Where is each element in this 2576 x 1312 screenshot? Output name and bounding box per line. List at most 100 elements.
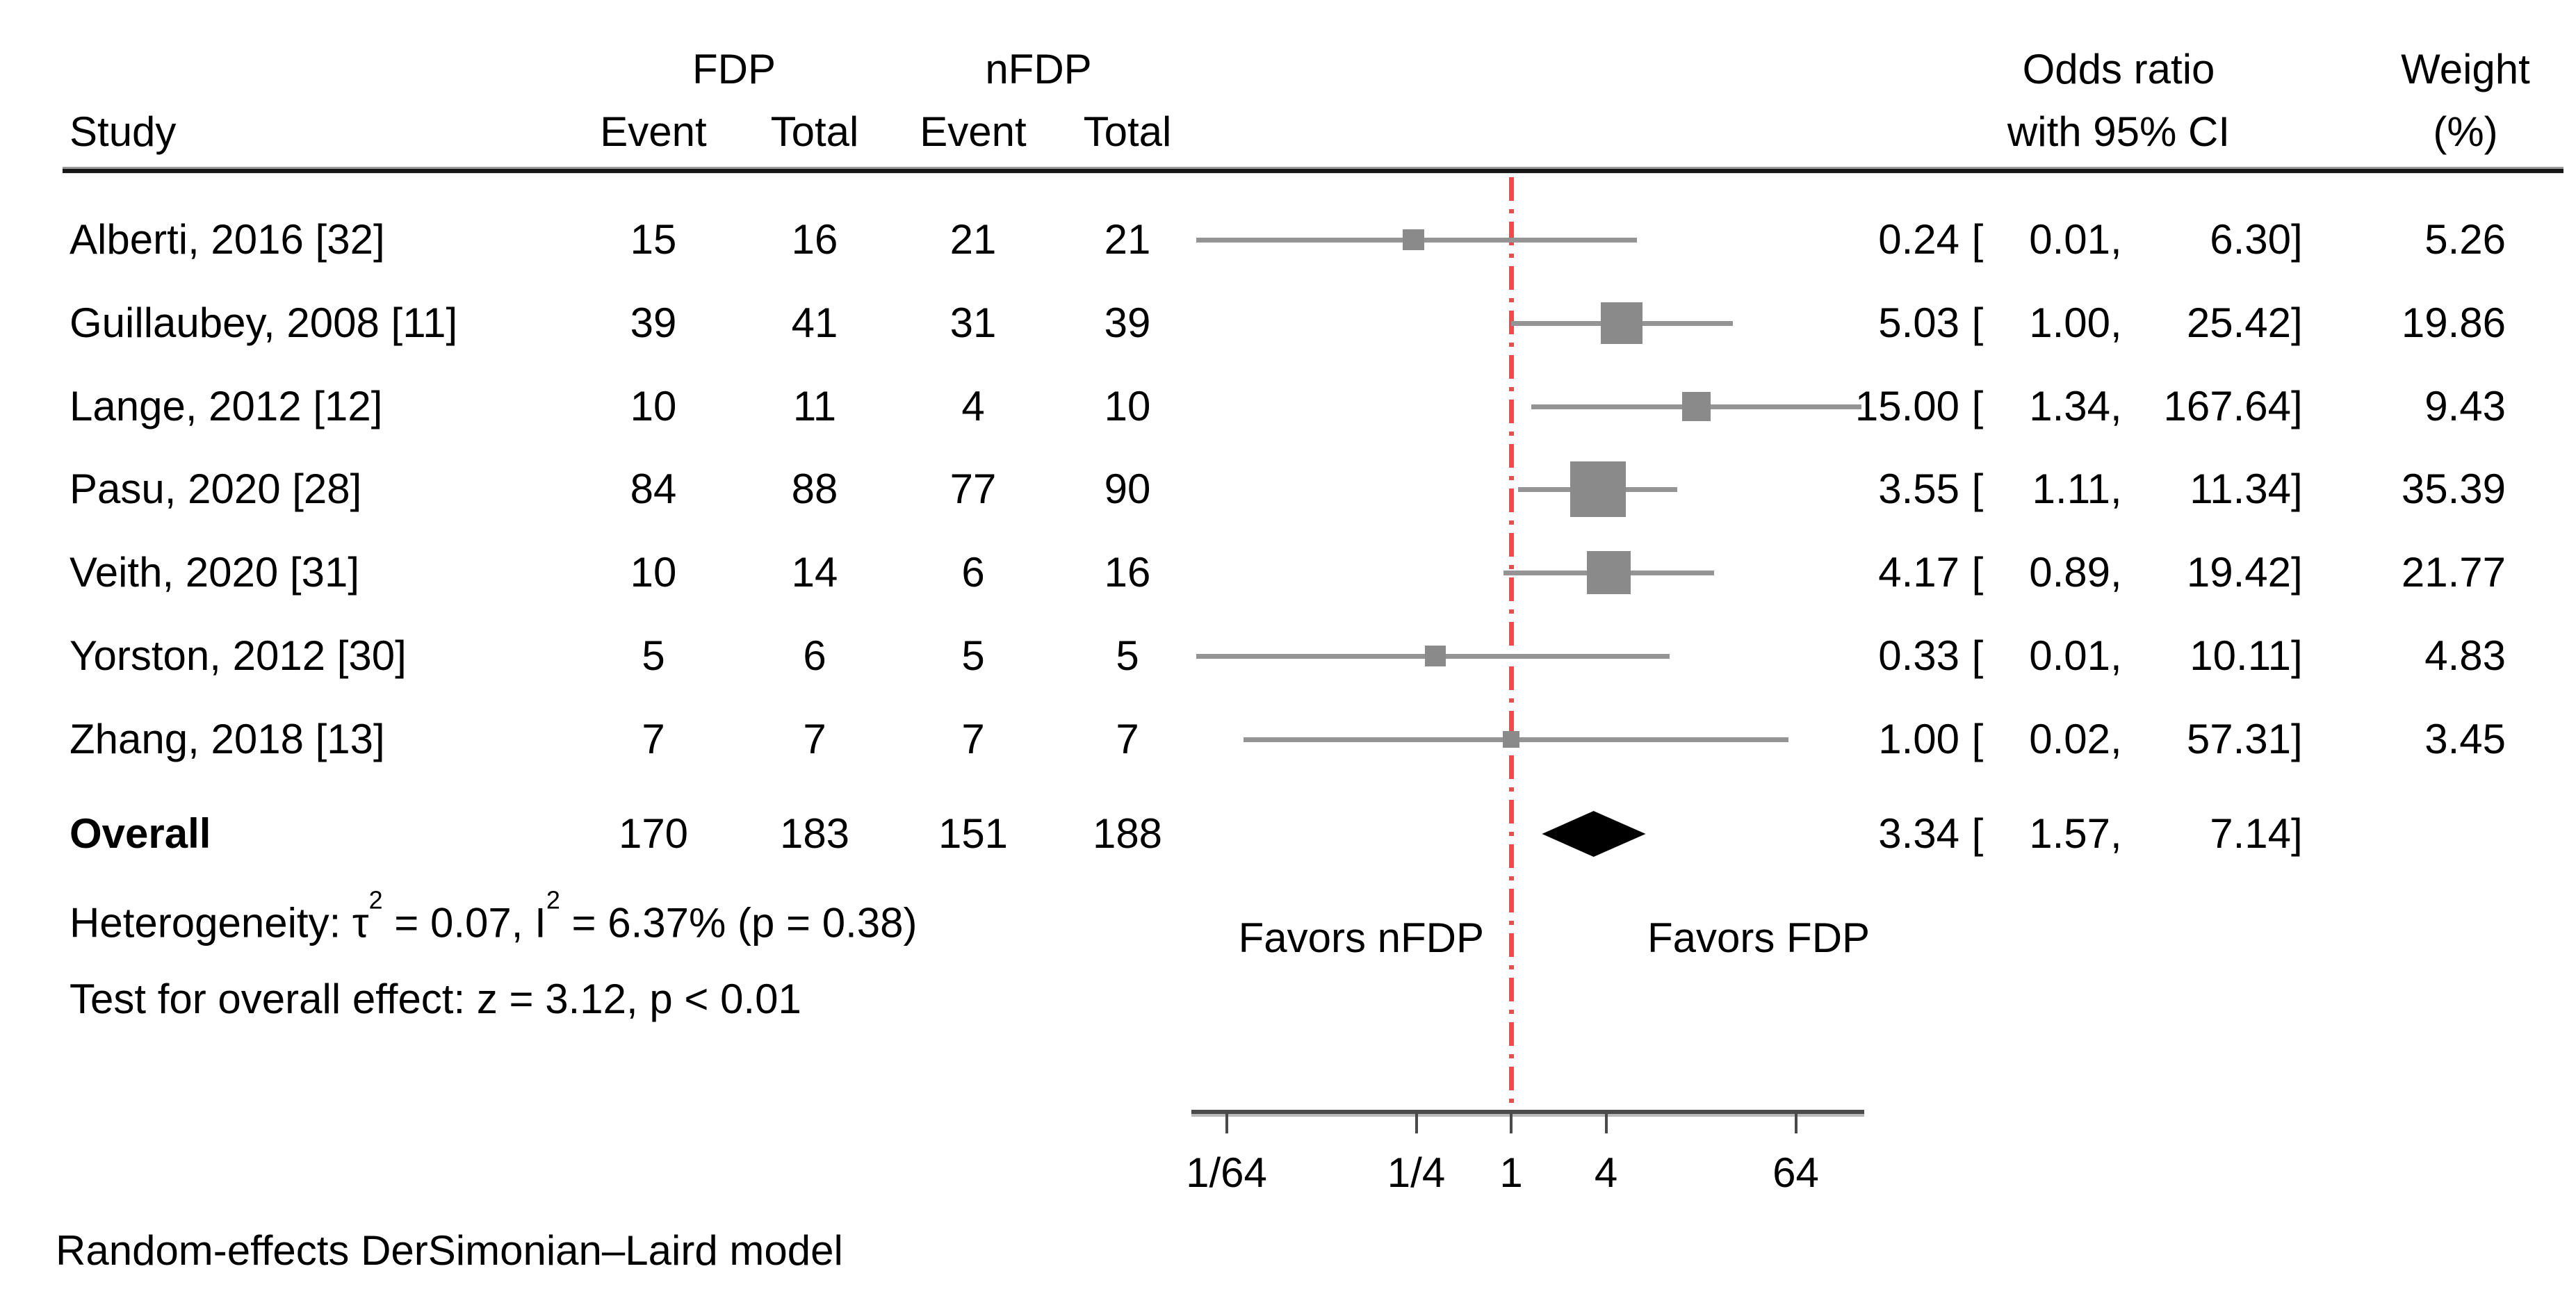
nfdp-event-cell: 4 — [961, 383, 985, 429]
or-close-bracket: ] — [2291, 466, 2303, 512]
or-estimate: 3.34 — [1878, 810, 1959, 857]
nfdp-total-cell: 10 — [1104, 383, 1151, 429]
model-footnote: Random-effects DerSimonian–Laird model — [56, 1227, 843, 1274]
axis-tick-label: 1/64 — [1186, 1149, 1267, 1196]
or-comma: , — [2110, 383, 2122, 429]
or-ci-low: 1.00 — [2029, 300, 2110, 346]
or-estimate: 0.24 — [1878, 216, 1959, 263]
fdp-total-cell: 183 — [779, 810, 850, 857]
or-ci-low: 0.01 — [2029, 632, 2110, 679]
or-estimate: 0.33 — [1878, 632, 1959, 679]
fdp-total-cell: 7 — [803, 716, 826, 762]
nfdp-total-cell: 188 — [1092, 810, 1163, 857]
or-close-bracket: ] — [2291, 549, 2303, 596]
axis-tick — [1604, 1114, 1608, 1133]
column-header-fdp-event: Event — [600, 108, 707, 155]
or-comma: , — [2110, 466, 2122, 512]
ci-marker-square — [1681, 392, 1711, 421]
fdp-event-cell: 39 — [630, 300, 677, 346]
odds-ratio-text: 4.17 [0.89, 19.42] — [1852, 552, 2312, 593]
or-open-bracket: [ — [1971, 466, 1984, 512]
study-label: Guillaubey, 2008 [11] — [70, 300, 458, 346]
study-label: Lange, 2012 [12] — [70, 383, 383, 429]
ci-marker-square — [1601, 302, 1643, 344]
or-estimate: 5.03 — [1878, 300, 1959, 346]
or-open-bracket: [ — [1971, 300, 1984, 346]
fdp-total-cell: 41 — [791, 300, 838, 346]
fdp-total-cell: 14 — [791, 549, 838, 596]
nfdp-event-cell: 77 — [949, 466, 997, 512]
weight-cell: 4.83 — [2424, 632, 2506, 679]
or-open-bracket: [ — [1971, 632, 1984, 679]
nfdp-event-cell: 5 — [961, 632, 985, 679]
column-header-odds-ratio: Odds ratio — [2022, 46, 2215, 92]
weight-cell: 5.26 — [2424, 216, 2506, 263]
overall-diamond — [1542, 811, 1646, 857]
nfdp-total-cell: 5 — [1116, 632, 1139, 679]
nfdp-total-cell: 90 — [1104, 466, 1151, 512]
odds-ratio-text: 3.34 [1.57, 7.14] — [1852, 813, 2312, 855]
or-estimate: 4.17 — [1878, 549, 1959, 596]
i-squared-superscript: 2 — [546, 885, 560, 915]
column-header-nfdp-total: Total — [1083, 108, 1172, 155]
or-ci-low: 1.34 — [2029, 383, 2110, 429]
odds-ratio-text: 3.55 [1.11, 11.34] — [1852, 468, 2312, 510]
column-header-nfdp-event: Event — [920, 108, 1027, 155]
or-open-bracket: [ — [1971, 383, 1984, 429]
axis-tick — [1794, 1114, 1798, 1133]
or-ci-high: 10.11 — [2190, 632, 2291, 679]
or-close-bracket: ] — [2291, 383, 2303, 429]
or-close-bracket: ] — [2291, 632, 2303, 679]
fdp-total-cell: 88 — [791, 466, 838, 512]
nfdp-event-cell: 151 — [938, 810, 1009, 857]
fdp-event-cell: 7 — [642, 716, 665, 762]
or-ci-high: 25.42 — [2186, 300, 2291, 346]
fdp-event-cell: 170 — [618, 810, 689, 857]
odds-ratio-text: 0.33 [0.01, 10.11] — [1852, 635, 2312, 677]
or-comma: , — [2110, 632, 2122, 679]
column-header-weight-unit: (%) — [2433, 108, 2498, 155]
column-header-weight: Weight — [2401, 46, 2530, 92]
x-axis-shadow — [1191, 1114, 1864, 1117]
column-group-header-nfdp: nFDP — [985, 46, 1092, 92]
odds-ratio-text: 0.24 [0.01, 6.30] — [1852, 219, 2312, 261]
nfdp-total-cell: 16 — [1104, 549, 1151, 596]
or-open-bracket: [ — [1971, 216, 1984, 263]
or-estimate: 3.55 — [1878, 466, 1959, 512]
ci-marker-square — [1425, 646, 1446, 666]
weight-cell: 9.43 — [2424, 383, 2506, 429]
favors-left-label: Favors nFDP — [1238, 915, 1484, 961]
axis-tick-label: 64 — [1772, 1149, 1819, 1196]
or-open-bracket: [ — [1971, 716, 1984, 762]
fdp-event-cell: 10 — [630, 383, 677, 429]
or-estimate: 1.00 — [1878, 716, 1959, 762]
or-estimate: 15.00 — [1854, 383, 1959, 429]
or-ci-low: 0.01 — [2029, 216, 2110, 263]
or-close-bracket: ] — [2291, 716, 2303, 762]
overall-label: Overall — [70, 810, 211, 857]
odds-ratio-text: 15.00 [1.34, 167.64] — [1852, 386, 2312, 427]
or-close-bracket: ] — [2291, 810, 2303, 857]
study-label: Pasu, 2020 [28] — [70, 466, 362, 512]
or-ci-high: 11.34 — [2190, 466, 2291, 512]
or-comma: , — [2110, 300, 2122, 346]
or-open-bracket: [ — [1971, 810, 1984, 857]
ci-marker-square — [1403, 229, 1424, 251]
ci-marker-square — [1587, 550, 1631, 595]
fdp-event-cell: 10 — [630, 549, 677, 596]
nfdp-total-cell: 39 — [1104, 300, 1151, 346]
or-ci-high: 19.42 — [2186, 549, 2291, 596]
or-ci-low: 0.89 — [2029, 549, 2110, 596]
axis-tick — [1415, 1114, 1418, 1133]
nfdp-event-cell: 7 — [961, 716, 985, 762]
or-ci-high: 7.14 — [2210, 810, 2291, 857]
odds-ratio-text: 1.00 [0.02, 57.31] — [1852, 719, 2312, 760]
or-ci-low: 1.57 — [2029, 810, 2110, 857]
x-axis-line — [1191, 1110, 1864, 1114]
or-comma: , — [2110, 549, 2122, 596]
or-comma: , — [2110, 810, 2122, 857]
or-close-bracket: ] — [2291, 216, 2303, 263]
or-ci-low: 0.02 — [2029, 716, 2110, 762]
axis-tick — [1225, 1114, 1228, 1133]
